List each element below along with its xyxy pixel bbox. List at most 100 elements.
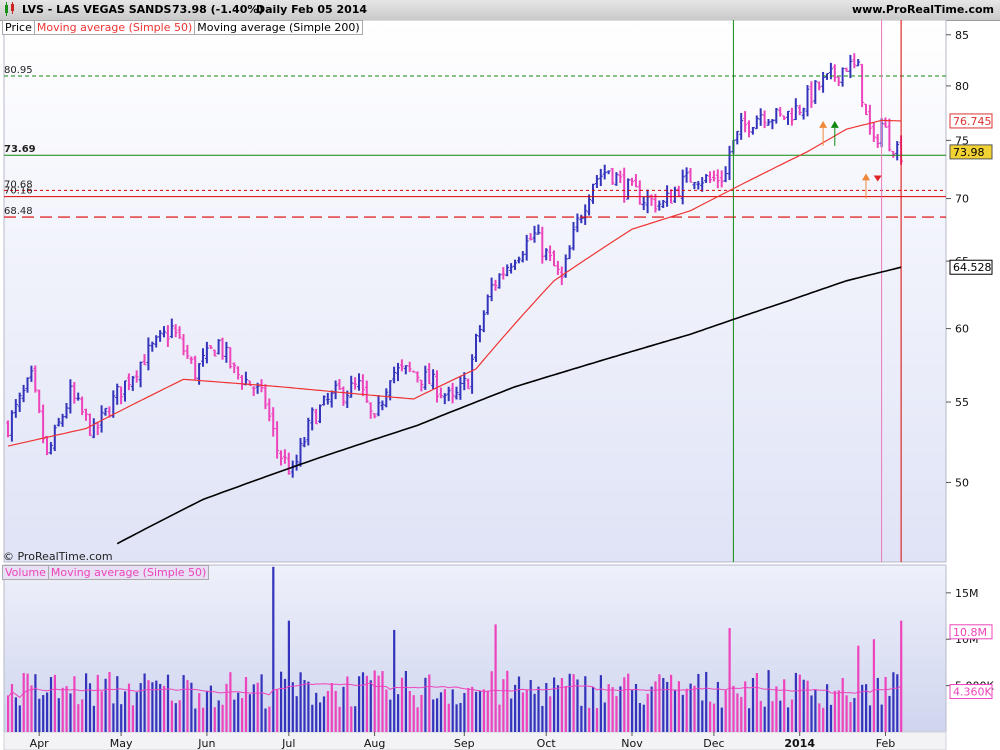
- volume-bar: [634, 684, 638, 732]
- price-axis-label: 80: [955, 80, 969, 93]
- volume-bar: [631, 689, 634, 732]
- price-bar: [618, 170, 623, 184]
- volume-bar: [88, 683, 92, 732]
- volume-bar: [393, 629, 396, 732]
- price-bar: [169, 318, 174, 339]
- up-arrow-icon: [862, 173, 870, 199]
- price-bar: [493, 279, 498, 291]
- price-bar: [41, 404, 46, 444]
- price-bar: [809, 81, 814, 108]
- volume-bar: [163, 685, 166, 732]
- price-bar: [516, 256, 521, 264]
- price-bar: [821, 71, 826, 93]
- volume-bar: [455, 704, 458, 732]
- volume-bar: [7, 695, 10, 732]
- price-bar: [271, 407, 276, 437]
- price-bar: [786, 110, 790, 125]
- volume-bar: [30, 685, 33, 732]
- volume-bar: [174, 703, 177, 732]
- volume-bar: [677, 681, 680, 732]
- price-bar: [813, 80, 818, 104]
- volume-bar: [166, 674, 170, 732]
- price-bar: [606, 170, 611, 175]
- volume-bar: [833, 690, 836, 732]
- volume-bar: [22, 672, 25, 732]
- volume-bar: [638, 703, 641, 732]
- volume-bar: [728, 628, 731, 732]
- price-bar: [583, 204, 588, 225]
- price-bar: [630, 177, 634, 186]
- price-bar: [805, 85, 810, 117]
- candlestick-icon: [5, 2, 14, 16]
- price-bar: [181, 334, 186, 356]
- price-bar: [552, 250, 556, 267]
- price-bar: [325, 392, 330, 405]
- price-bar: [279, 450, 283, 466]
- time-axis-label: Aug: [364, 737, 385, 750]
- volume-bar: [849, 702, 852, 732]
- volume-bar: [53, 674, 56, 732]
- price-bar: [770, 118, 775, 130]
- price-axis-label: 60: [955, 323, 969, 336]
- price-bar: [150, 341, 155, 352]
- price-bar: [165, 325, 170, 347]
- volume-bar: [623, 677, 626, 732]
- price-bar: [380, 400, 385, 411]
- volume-bar: [521, 692, 524, 732]
- volume-bar: [560, 678, 563, 732]
- price-bar: [887, 118, 892, 152]
- price-bar: [197, 363, 202, 385]
- price-bar: [318, 404, 322, 424]
- volume-bar: [853, 697, 856, 732]
- volume-bar: [740, 696, 743, 732]
- volume-bar: [264, 708, 267, 732]
- level-label: 80.95: [4, 65, 33, 76]
- volume-bar: [377, 675, 380, 732]
- ma50-line: [7, 119, 902, 447]
- price-bar: [177, 326, 182, 339]
- legend-volume-ma50: Moving average (Simple 50): [47, 566, 209, 579]
- volume-bar: [46, 692, 49, 732]
- volume-bar: [194, 708, 197, 732]
- price-bar: [844, 67, 849, 72]
- level-label: 70.68: [4, 179, 33, 190]
- volume-bar: [439, 692, 443, 732]
- price-bar: [848, 54, 853, 79]
- volume-bar: [61, 687, 64, 732]
- volume-bar: [814, 689, 817, 732]
- price-bar: [251, 386, 256, 397]
- volume-bar: [131, 705, 134, 732]
- volume-bar: [436, 698, 439, 732]
- time-axis-label: Oct: [537, 737, 557, 750]
- volume-bar: [404, 670, 407, 732]
- price-bar: [403, 365, 408, 375]
- price-bar: [232, 362, 237, 374]
- volume-bar: [268, 706, 271, 732]
- price-bar: [754, 115, 759, 130]
- volume-bar: [576, 679, 579, 732]
- volume-bar: [603, 702, 606, 732]
- price-bar: [376, 395, 381, 417]
- volume-bar: [888, 695, 891, 732]
- price-bar: [801, 107, 806, 120]
- volume-bar: [650, 686, 653, 732]
- price-bar: [462, 372, 467, 391]
- volume-bar: [420, 694, 423, 732]
- price-bar: [867, 104, 872, 135]
- price-bar: [458, 376, 463, 400]
- price-bar: [56, 417, 61, 427]
- price-bar: [661, 199, 666, 209]
- price-bar: [87, 413, 92, 436]
- price-bar: [45, 435, 49, 456]
- price-bar: [871, 122, 876, 143]
- price-bar: [13, 399, 18, 418]
- volume-bar: [256, 682, 259, 732]
- volume-bar: [85, 673, 88, 732]
- price-bar: [602, 164, 607, 180]
- volume-bar: [506, 670, 509, 732]
- volume-bar: [280, 671, 283, 732]
- volume-bar: [494, 624, 497, 732]
- volume-bar: [658, 674, 661, 732]
- price-bar: [208, 345, 213, 349]
